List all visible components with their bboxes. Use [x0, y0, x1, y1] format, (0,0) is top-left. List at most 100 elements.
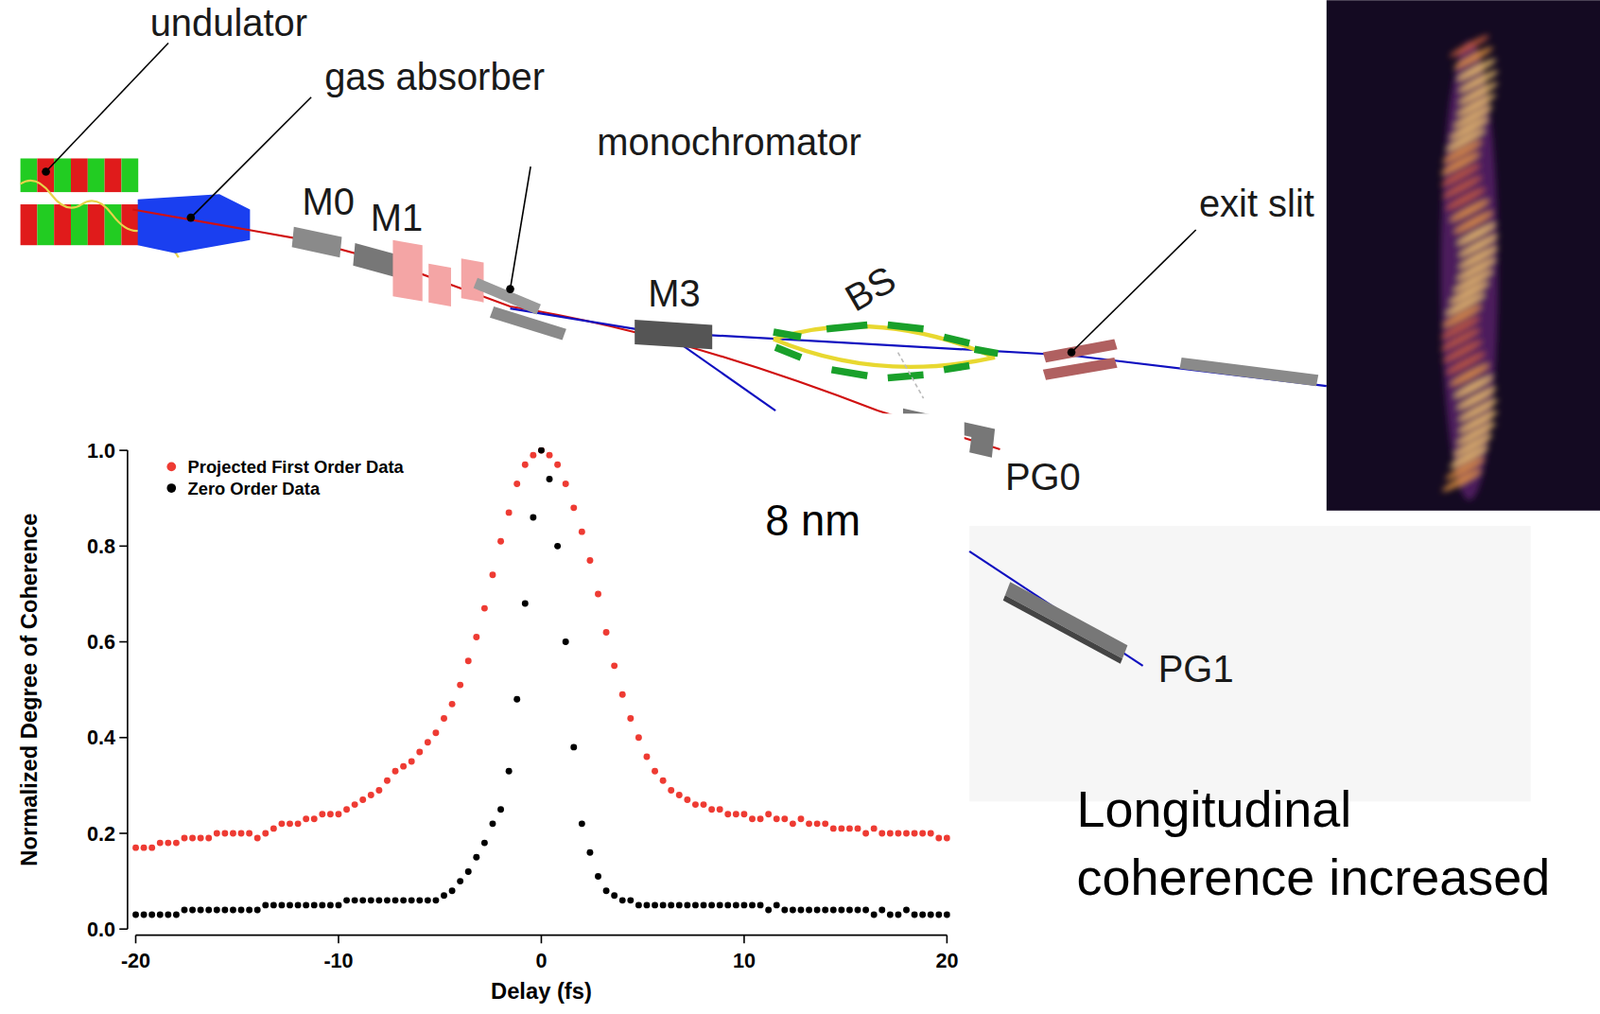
magnet: [70, 157, 88, 192]
point: [927, 911, 935, 919]
point: [295, 901, 302, 908]
y-tick-label: 0.6: [86, 629, 116, 654]
fringe: [1441, 337, 1484, 365]
aperture: [428, 263, 452, 307]
point: [302, 815, 310, 822]
glow: [1441, 40, 1498, 501]
y-tick: [119, 641, 128, 644]
point: [765, 906, 772, 914]
point: [221, 830, 228, 837]
point: [586, 849, 593, 856]
point: [408, 758, 416, 766]
point: [521, 600, 529, 608]
point: [732, 810, 740, 818]
point: [554, 461, 561, 469]
point: [375, 896, 383, 904]
point: [497, 805, 505, 813]
point: [513, 695, 521, 703]
point: [676, 791, 683, 799]
point: [927, 830, 935, 837]
bs-mirror: [826, 324, 868, 329]
point: [221, 906, 228, 914]
point: [383, 896, 391, 904]
series: [132, 447, 951, 919]
dashed-path: [898, 352, 924, 400]
point: [805, 819, 813, 827]
point: [278, 901, 285, 908]
pg1-panel: [969, 525, 1531, 801]
point: [538, 447, 545, 454]
point: [400, 763, 407, 770]
beamline-diagram: [20, 43, 1327, 458]
point: [156, 839, 164, 847]
point: [619, 896, 627, 904]
point: [943, 834, 951, 842]
point: [359, 796, 366, 803]
point: [740, 810, 748, 818]
point: [748, 901, 756, 908]
point: [894, 830, 902, 837]
point: [181, 834, 189, 842]
y-axis-title: Normalized Degree of Coherence: [17, 513, 42, 867]
point: [830, 824, 837, 832]
point: [189, 834, 196, 842]
bs-mirror: [974, 348, 999, 353]
magnet: [36, 204, 54, 245]
bs-mirror: [887, 374, 924, 378]
diagram-label: exit slit: [1199, 182, 1315, 225]
point: [189, 906, 196, 914]
y-tick: [119, 545, 128, 548]
y-tick-label: 0.8: [86, 534, 116, 558]
detector-image: [1326, 0, 1600, 511]
point: [140, 844, 148, 852]
point: [781, 906, 788, 914]
point: [505, 508, 513, 516]
point: [626, 714, 634, 722]
point: [392, 896, 400, 904]
point: [456, 681, 464, 689]
x-tick-label: -10: [323, 948, 353, 973]
point: [465, 868, 472, 875]
point: [205, 906, 212, 914]
aperture: [392, 240, 422, 302]
point: [643, 901, 651, 908]
fringe: [1447, 196, 1491, 224]
point: [830, 906, 837, 914]
pointer-dot: [505, 284, 515, 294]
bs-mirror: [943, 365, 970, 370]
point: [643, 753, 651, 761]
point: [456, 877, 464, 885]
chart: 0.00.20.40.60.81.0-20-1001020Delay (fs)N…: [17, 438, 959, 1004]
point: [529, 452, 537, 459]
x-tick-label: 0: [535, 948, 547, 973]
point: [724, 901, 731, 908]
point: [798, 906, 805, 914]
fringe: [1443, 349, 1487, 377]
point: [173, 839, 180, 847]
diagram-label: gas absorber: [324, 55, 545, 98]
point: [286, 901, 294, 908]
point: [245, 830, 253, 837]
point: [286, 819, 294, 827]
point: [570, 743, 577, 750]
legend-marker: [166, 483, 176, 493]
magnet: [20, 157, 38, 192]
point: [213, 906, 221, 914]
point: [432, 729, 439, 736]
y-tick: [119, 449, 128, 452]
point: [164, 839, 172, 847]
point: [570, 504, 577, 511]
point: [132, 844, 140, 852]
slit: [1043, 357, 1118, 381]
point: [578, 528, 586, 536]
point: [489, 571, 497, 578]
point: [919, 830, 926, 837]
point: [449, 886, 456, 894]
y-tick: [119, 927, 128, 930]
point: [757, 815, 765, 822]
point: [497, 538, 505, 545]
point: [911, 830, 919, 837]
y-tick-label: 0.4: [86, 725, 116, 749]
caption-line: coherence increased: [1076, 848, 1550, 905]
y-tick: [119, 736, 128, 739]
